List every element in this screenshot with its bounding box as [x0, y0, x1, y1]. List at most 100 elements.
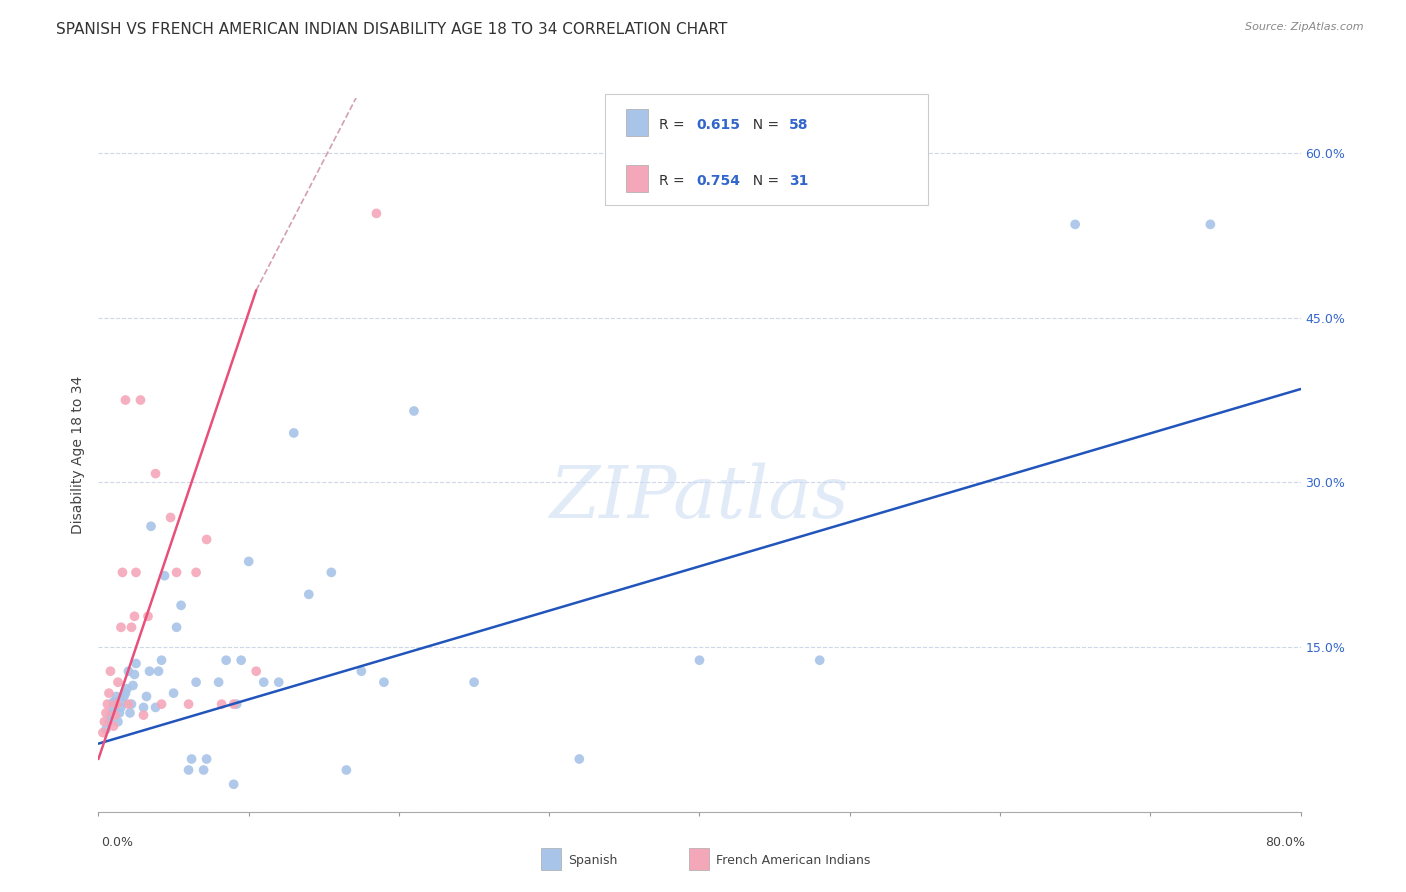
Point [114, 392, 136, 407]
Point [195, 752, 218, 766]
Point [208, 675, 231, 690]
Point [159, 510, 181, 524]
Point [111, 695, 134, 709]
Point [112, 690, 135, 704]
Point [97, 686, 120, 700]
Point [180, 752, 202, 766]
Point [125, 566, 148, 580]
Point [184, 675, 207, 690]
Point [211, 697, 233, 711]
Point [350, 664, 373, 678]
Point [402, 404, 425, 418]
Point [170, 599, 193, 613]
Text: 0.615: 0.615 [696, 118, 740, 132]
Point [568, 752, 591, 766]
Point [94, 723, 117, 737]
Point [238, 554, 260, 568]
Point [231, 653, 253, 667]
Point [100, 664, 122, 678]
Point [321, 566, 343, 580]
Point [107, 675, 129, 690]
Text: 80.0%: 80.0% [1265, 837, 1305, 849]
Text: SPANISH VS FRENCH AMERICAN INDIAN DISABILITY AGE 18 TO 34 CORRELATION CHART: SPANISH VS FRENCH AMERICAN INDIAN DISABI… [56, 22, 728, 37]
Point [110, 620, 132, 634]
Point [101, 706, 124, 720]
Point [125, 657, 148, 671]
Point [195, 533, 218, 547]
Point [100, 708, 122, 723]
Point [124, 609, 146, 624]
Text: 31: 31 [789, 174, 808, 188]
Point [366, 206, 388, 220]
Point [103, 719, 125, 733]
Point [104, 695, 127, 709]
Point [267, 675, 290, 690]
Point [148, 664, 170, 678]
Text: R =: R = [659, 174, 689, 188]
Text: N =: N = [744, 118, 783, 132]
Point [373, 675, 395, 690]
Point [105, 697, 128, 711]
Point [139, 519, 162, 533]
Point [110, 700, 132, 714]
Point [94, 706, 117, 720]
Point [283, 425, 305, 440]
Point [96, 697, 118, 711]
Point [132, 700, 155, 714]
Y-axis label: Disability Age 18 to 34: Disability Age 18 to 34 [72, 376, 86, 534]
Point [91, 725, 114, 739]
Text: French American Indians: French American Indians [716, 855, 870, 867]
Point [145, 700, 167, 714]
Text: 0.754: 0.754 [696, 174, 740, 188]
Point [115, 681, 138, 696]
Point [138, 664, 160, 678]
Point [114, 686, 136, 700]
Point [117, 664, 139, 678]
Point [298, 587, 321, 601]
Text: 58: 58 [789, 118, 808, 132]
Point [1199, 218, 1222, 232]
Text: N =: N = [744, 174, 783, 188]
Text: R =: R = [659, 118, 689, 132]
Point [166, 620, 188, 634]
Point [97, 714, 120, 729]
Point [124, 667, 146, 681]
Point [1064, 218, 1087, 232]
Point [103, 700, 125, 714]
Point [335, 763, 357, 777]
Point [132, 708, 155, 723]
Point [808, 653, 831, 667]
Point [150, 653, 173, 667]
Point [108, 706, 131, 720]
Point [215, 653, 238, 667]
Point [121, 697, 143, 711]
Text: 0.0%: 0.0% [101, 837, 134, 849]
Text: Spanish: Spanish [568, 855, 617, 867]
Point [129, 392, 152, 407]
Point [689, 653, 711, 667]
Point [150, 697, 173, 711]
Point [253, 675, 276, 690]
Point [193, 763, 215, 777]
Point [93, 714, 115, 729]
Point [177, 763, 200, 777]
Point [122, 678, 145, 692]
Point [184, 566, 207, 580]
Point [222, 697, 245, 711]
Text: ZIPatlas: ZIPatlas [550, 462, 849, 533]
Point [105, 690, 128, 704]
Point [245, 664, 267, 678]
Point [166, 566, 188, 580]
Point [107, 714, 129, 729]
Point [162, 686, 184, 700]
Point [117, 697, 139, 711]
Point [463, 675, 485, 690]
Point [111, 566, 134, 580]
Text: Source: ZipAtlas.com: Source: ZipAtlas.com [1246, 22, 1364, 32]
Point [103, 695, 125, 709]
Point [153, 568, 176, 582]
Point [225, 697, 247, 711]
Point [121, 620, 143, 634]
Point [135, 690, 157, 704]
Point [177, 697, 200, 711]
